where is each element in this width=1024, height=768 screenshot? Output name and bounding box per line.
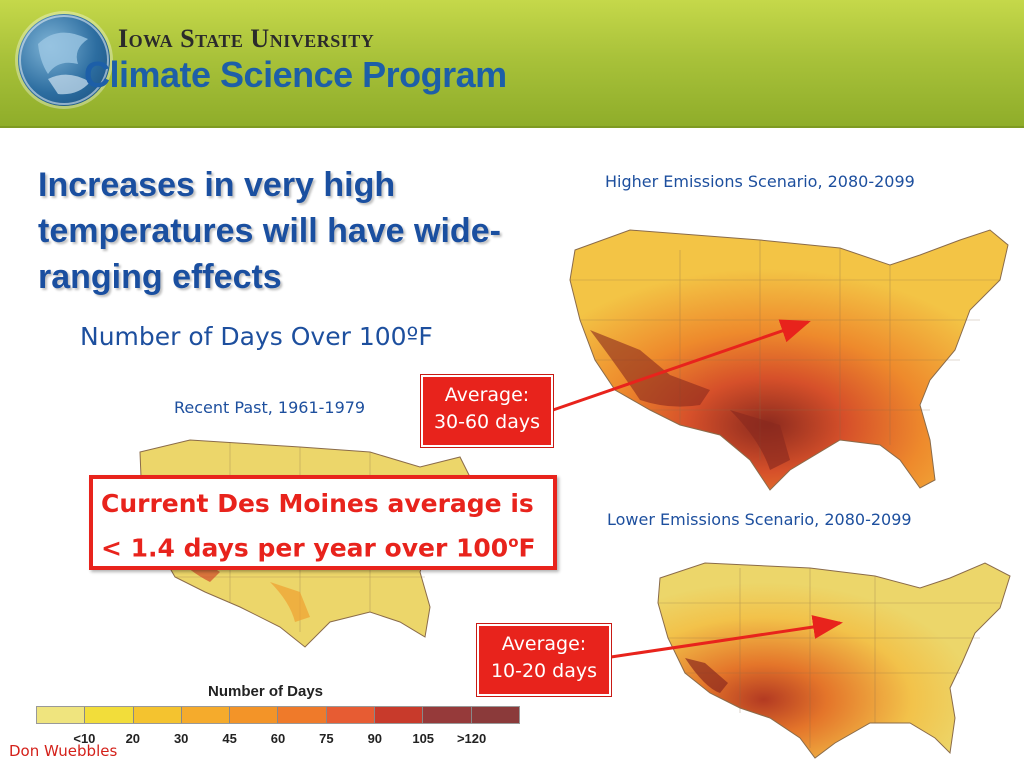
globe-logo-icon	[18, 14, 110, 106]
days-legend: Number of Days <10 20 30 45 60 75 90 105 >120	[36, 683, 522, 753]
legend-tick-label: 105	[412, 731, 435, 746]
legend-tick-label: 30	[173, 731, 189, 746]
legend-swatch	[230, 707, 279, 723]
legend-swatch	[326, 707, 376, 723]
legend-tick-label: >120	[456, 731, 487, 746]
higher-emissions-caption: Higher Emissions Scenario, 2080-2099	[605, 172, 915, 191]
legend-tick-label: 90	[367, 731, 383, 746]
slide-title: Increases in very high temperatures will…	[38, 166, 501, 296]
lower-average-label: Average:	[501, 633, 587, 655]
legend-tick-label: <10	[73, 731, 96, 746]
legend-tick-label: 45	[222, 731, 237, 746]
author-credit: Don Wuebbles	[9, 742, 118, 760]
des-moines-callout: Current Des Moines average is < 1.4 days…	[89, 475, 557, 570]
callout-line-2: < 1.4 days per year over 100oF	[101, 523, 545, 567]
higher-average-value: 30-60 days	[433, 411, 541, 433]
university-name: Iowa State University	[118, 24, 375, 53]
recent-past-caption: Recent Past, 1961-1979	[174, 398, 366, 417]
legend-color-bar	[36, 706, 520, 724]
program-name: Climate Science Program	[84, 54, 507, 95]
legend-swatch	[37, 707, 86, 723]
lower-emissions-caption: Lower Emissions Scenario, 2080-2099	[607, 510, 912, 529]
higher-average-label: Average:	[444, 384, 530, 406]
higher-average-box: Average: 30-60 days	[421, 375, 553, 447]
slide-subtitle: Number of Days Over 100ºF	[80, 322, 433, 351]
legend-tick-label: 60	[270, 731, 286, 746]
lower-average-box: Average: 10-20 days	[477, 624, 611, 696]
legend-swatch	[133, 707, 182, 723]
degree-symbol: o	[508, 533, 519, 551]
legend-swatch	[471, 707, 519, 723]
legend-title: Number of Days	[208, 683, 324, 700]
legend-swatch	[85, 707, 134, 723]
legend-swatch	[181, 707, 231, 723]
legend-tick-label: 75	[319, 731, 334, 746]
higher-emissions-map	[569, 229, 1009, 491]
legend-swatch	[278, 707, 327, 723]
header-banner: Iowa State University Climate Science Pr…	[0, 0, 1024, 128]
callout-unit: F	[518, 533, 536, 563]
lower-average-value: 10-20 days	[490, 660, 598, 682]
lower-emissions-map	[657, 562, 1011, 759]
legend-swatch	[423, 707, 472, 723]
callout-line-2-text: < 1.4 days per year over 100	[101, 533, 509, 563]
callout-line-1: Current Des Moines average is	[101, 489, 534, 518]
legend-tick-label: 20	[125, 731, 141, 746]
legend-swatch	[375, 707, 424, 723]
